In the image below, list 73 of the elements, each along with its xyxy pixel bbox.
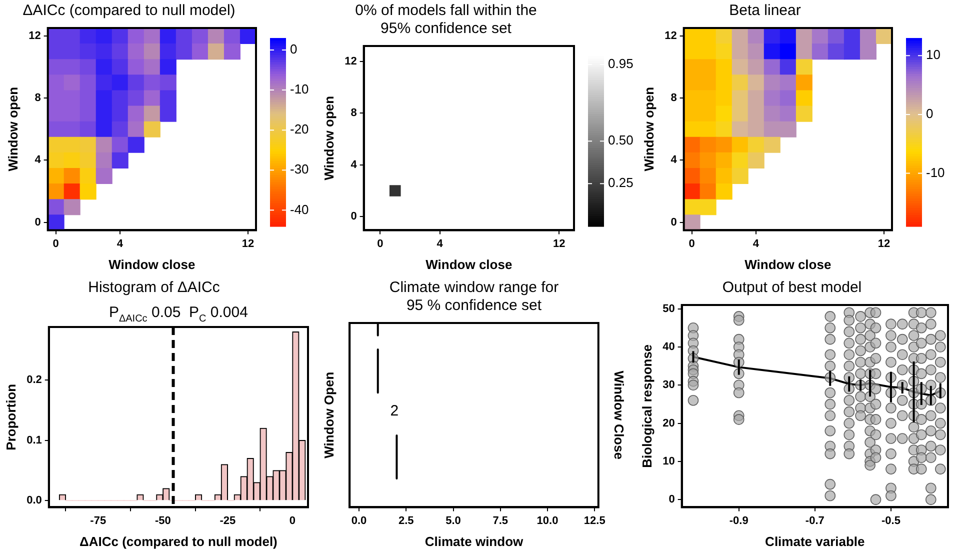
y-tick-label: 0 [670, 216, 677, 228]
y-tick-label: 12 [344, 56, 357, 68]
y-tick-label: 12 [664, 30, 677, 42]
y-tick-label: 12 [28, 30, 41, 42]
chart-title: Climate window range for 95 % confidence set [389, 279, 559, 314]
x-axis-title: Window close [744, 256, 832, 272]
x-tick-label: -0.9 [729, 514, 748, 527]
y-tick-label: 8 [670, 92, 677, 104]
y-tick-label: 40 [662, 340, 675, 353]
x-tick-label: 2.5 [398, 514, 414, 527]
x-tick-label: -0.5 [881, 514, 900, 527]
y-tick-label: 30 [662, 379, 675, 392]
y-tick-label: 8 [34, 92, 41, 104]
x-axis-title: Window close [108, 256, 196, 272]
color-bar-label: 0.50 [608, 132, 634, 148]
x-tick-label: 12.5 [584, 514, 606, 527]
x-tick-label: -50 [154, 514, 171, 527]
x-axis-title: ΔAICc (compared to null model) [80, 534, 278, 549]
chart-title: Beta linear [729, 2, 801, 20]
y-axis-title: Biological response [639, 344, 654, 468]
y-tick-label: 4 [670, 154, 678, 166]
x-tick-label: 0 [377, 238, 384, 250]
chart-title: Output of best model [722, 279, 862, 296]
y-tick-label: 50 [662, 302, 675, 315]
x-tick-label: 7.5 [492, 514, 508, 527]
x-tick-label: 4 [752, 238, 760, 250]
x-axis-title: Climate window [424, 534, 524, 549]
chart-title: ΔAICc (compared to null model) [22, 2, 236, 20]
y-axis-title: Window open [321, 96, 336, 180]
color-bar-label: -10 [926, 164, 945, 180]
y-tick-label: 20 [662, 417, 675, 430]
y-tick-label: 4 [350, 158, 358, 171]
x-tick-label: 4 [436, 238, 444, 250]
color-bar-label: -30 [290, 162, 309, 177]
color-bar-label: 0 [926, 106, 934, 122]
annotation: 2 [390, 402, 399, 420]
y-tick-label: 4 [34, 154, 42, 166]
x-tick-label: 0 [688, 238, 695, 250]
color-bar-label: 0.95 [608, 56, 634, 72]
color-bar-label: -10 [290, 82, 309, 97]
y-tick-label: 0 [668, 494, 675, 506]
x-tick-label: 12 [878, 238, 890, 250]
y-axis-title: Proportion [3, 384, 18, 450]
x-tick-label: 0 [52, 238, 59, 250]
y-tick-label: 0 [350, 210, 357, 223]
color-bar-label: 10 [926, 47, 940, 62]
x-tick-label: 12 [552, 238, 566, 250]
x-tick-label: -0.7 [805, 514, 824, 527]
y-tick-label: 0.2 [26, 374, 42, 386]
color-bar-label: 0 [290, 42, 298, 57]
color-bar-label: -40 [290, 202, 309, 217]
x-tick-label: 10.0 [536, 514, 558, 527]
x-tick-label: 5.0 [446, 514, 461, 527]
y-axis-title: Window open [641, 86, 656, 172]
x-tick-label: 4 [116, 238, 124, 250]
x-axis-title: Climate variable [765, 534, 865, 549]
y-tick-label: 8 [350, 107, 357, 120]
x-axis-title: Window close [426, 256, 512, 272]
x-tick-label: 0 [289, 514, 296, 527]
chart-title: Histogram of ΔAICc [88, 279, 220, 296]
color-bar-label: -20 [290, 122, 309, 137]
y-axis-title: Window open [5, 86, 20, 172]
chart-title: 0% of models fall within the 95% confidence set [355, 2, 537, 38]
x-tick-label: 12 [242, 238, 254, 250]
y-tick-label: 0.0 [26, 494, 42, 507]
y-tick-label: 0 [34, 216, 41, 228]
x-tick-label: -75 [90, 514, 106, 527]
x-tick-label: -25 [220, 514, 236, 527]
y-tick-label: 10 [662, 455, 675, 468]
y2-axis-title: Window Close [612, 370, 627, 460]
y-axis-title: Window Open [321, 372, 336, 458]
y-tick-label: 0.1 [26, 434, 42, 446]
color-bar-label: 0.25 [608, 175, 634, 190]
